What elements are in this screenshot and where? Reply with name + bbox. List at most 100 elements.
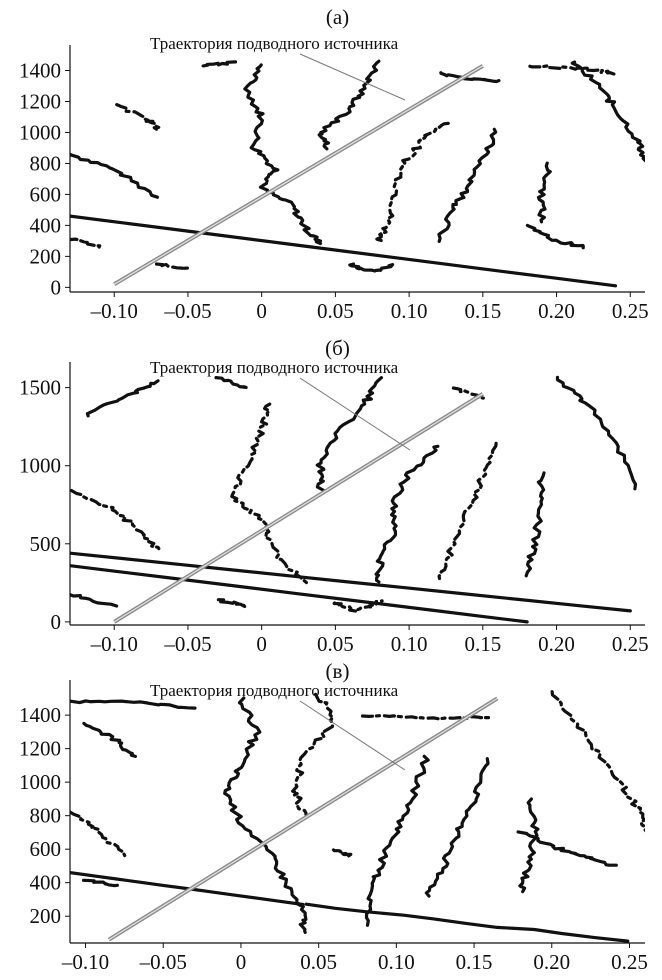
x-tick-label: 0.20 <box>533 950 570 974</box>
plot-area <box>70 375 638 624</box>
x-tick-label: 0.05 <box>317 299 354 323</box>
fringe-line <box>70 810 127 858</box>
fringe-line <box>81 878 119 888</box>
fringe-line <box>70 237 102 249</box>
fringe-line <box>315 376 383 492</box>
fringe-line <box>437 441 498 582</box>
x-tick-label: 0.25 <box>611 950 648 974</box>
x-tick-label: –0.10 <box>61 950 109 974</box>
plot-area <box>70 59 645 288</box>
fringe-line <box>364 754 430 927</box>
fringe-line <box>424 757 490 898</box>
x-tick-label: 0.10 <box>391 632 428 656</box>
x-tick-label: –0.05 <box>163 632 211 656</box>
panel-3: (в) –0.10 –0.05 0 0.05 0.10 0.15 0.20 0.25 200 400… <box>19 659 648 974</box>
trajectory-line-center <box>113 393 484 623</box>
fringe-line <box>525 223 585 250</box>
y-tick-label: 600 <box>30 182 62 206</box>
y-tick-label: 800 <box>30 151 62 175</box>
fringe-line <box>70 593 119 608</box>
x-tick-label: 0 <box>256 632 267 656</box>
y-tick-label: 400 <box>30 871 62 895</box>
fringe-line <box>439 71 501 84</box>
fringe-line <box>223 696 308 934</box>
fringe-line <box>550 690 645 833</box>
x-tick-label: 0.15 <box>464 299 501 323</box>
fringe-line <box>70 152 159 199</box>
fringe-line <box>524 471 546 578</box>
y-tick-label: 1500 <box>19 376 61 400</box>
fringe-line <box>332 599 384 613</box>
fringe-line <box>331 848 353 859</box>
x-tick-label: 0.25 <box>612 299 649 323</box>
trajectory-annotation: Траектория подводного источника <box>150 358 399 377</box>
trajectory-line-center <box>113 65 484 285</box>
x-tick-label: 0.20 <box>538 299 575 323</box>
fringe-line <box>70 551 632 613</box>
trajectory-annotation: Траектория подводного источника <box>150 34 399 53</box>
y-tick-label: 0 <box>51 610 62 634</box>
y-tick-label: 1200 <box>19 737 61 761</box>
y-tick-label: 500 <box>30 532 62 556</box>
y-tick-label: 800 <box>30 804 62 828</box>
fringe-line <box>437 127 498 243</box>
x-tick-label: 0.15 <box>456 950 493 974</box>
y-tick-label: 200 <box>30 904 62 928</box>
y-tick-label: 1000 <box>19 120 61 144</box>
fringe-line <box>348 262 395 273</box>
fringe-line <box>374 444 440 584</box>
x-tick-label: 0.15 <box>464 632 501 656</box>
fringe-line <box>536 161 552 224</box>
panel-2: (б) –0.10 –0.05 0 0.05 0.10 0.15 0.20 0.25 0 500 10… <box>19 336 649 656</box>
x-tick-label: 0 <box>256 299 267 323</box>
trajectory-line-center <box>108 697 498 941</box>
plot-area <box>70 690 645 943</box>
fringe-line <box>570 60 645 163</box>
panel-label: (б) <box>325 336 350 360</box>
y-tick-label: 1400 <box>19 703 61 727</box>
fringe-line <box>214 376 248 389</box>
fringe-line <box>243 63 323 246</box>
fringe-line <box>201 60 238 68</box>
y-tick-label: 0 <box>51 275 62 299</box>
panel-1: (а) –0.10 –0.05 0 0.05 0.10 0.15 0.20 0.25 0 200 40… <box>19 5 649 323</box>
fringe-line <box>518 797 540 894</box>
y-tick-label: 1000 <box>19 454 61 478</box>
fringe-line <box>516 830 618 867</box>
y-tick-label: 1400 <box>19 58 61 82</box>
panel-label: (в) <box>326 659 350 683</box>
panel-label: (а) <box>326 5 349 29</box>
y-tick-label: 200 <box>30 244 62 268</box>
x-tick-label: 0.05 <box>317 632 354 656</box>
fringe-line <box>375 121 450 243</box>
y-tick-label: 1200 <box>19 89 61 113</box>
x-tick-label: 0.20 <box>538 632 575 656</box>
y-tick-label: 1000 <box>19 770 61 794</box>
annotation-pointer <box>299 53 406 101</box>
fringe-line <box>70 699 197 710</box>
fringe-line <box>304 902 630 943</box>
x-tick-label: 0.05 <box>300 950 337 974</box>
x-tick-label: 0.10 <box>378 950 415 974</box>
fringe-line <box>230 402 308 585</box>
x-tick-label: –0.05 <box>139 950 187 974</box>
y-tick-label: 400 <box>30 213 62 237</box>
fringe-line <box>154 262 193 270</box>
fringe-line <box>216 598 247 608</box>
x-tick-label: 0 <box>236 950 247 974</box>
fringe-line <box>85 379 160 418</box>
fringe-line <box>291 692 335 817</box>
x-tick-label: 0.25 <box>612 632 649 656</box>
trajectory-annotation: Траектория подводного источника <box>150 681 399 700</box>
fringe-line <box>70 489 163 553</box>
annotation-pointer <box>299 377 411 451</box>
x-tick-label: 0.10 <box>391 299 428 323</box>
fringe-line <box>70 871 305 907</box>
fringe-line <box>317 59 381 151</box>
fringe-line <box>82 721 137 758</box>
x-tick-label: –0.05 <box>163 299 211 323</box>
y-tick-label: 600 <box>30 837 62 861</box>
x-tick-label: –0.10 <box>90 632 138 656</box>
annotation-pointer <box>299 700 406 771</box>
